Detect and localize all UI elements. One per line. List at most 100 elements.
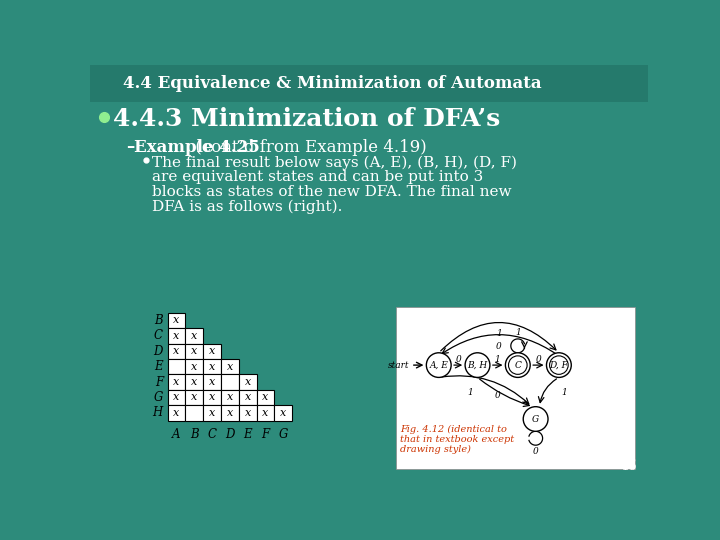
- Text: E: E: [154, 360, 163, 373]
- Text: 1: 1: [495, 355, 500, 364]
- Text: start: start: [388, 361, 409, 369]
- Text: G: G: [532, 415, 539, 423]
- Bar: [168, 405, 185, 421]
- Text: The final result below says (A, E), (B, H), (D, F): The final result below says (A, E), (B, …: [152, 156, 517, 170]
- Bar: [185, 390, 203, 405]
- Bar: [168, 390, 185, 405]
- Text: 0: 0: [536, 355, 541, 364]
- Bar: [203, 390, 221, 405]
- Text: G: G: [153, 391, 163, 404]
- Bar: [168, 313, 185, 328]
- Text: x: x: [209, 362, 215, 372]
- Text: G: G: [279, 428, 288, 441]
- Bar: [185, 405, 203, 421]
- Text: B, H: B, H: [467, 361, 487, 369]
- Text: Fig. 4.12 (identical to
that in textbook except
drawing style): Fig. 4.12 (identical to that in textbook…: [400, 424, 514, 455]
- Circle shape: [426, 353, 451, 377]
- Text: x: x: [262, 393, 269, 402]
- Text: x: x: [227, 408, 233, 418]
- Circle shape: [505, 353, 530, 377]
- Bar: [168, 343, 185, 359]
- Text: x: x: [262, 408, 269, 418]
- Text: x: x: [174, 377, 179, 387]
- Bar: [90, 65, 648, 102]
- Bar: [221, 390, 239, 405]
- Text: 1: 1: [467, 388, 472, 396]
- Text: x: x: [227, 362, 233, 372]
- Text: 1: 1: [562, 388, 567, 396]
- Bar: [274, 405, 292, 421]
- Text: C: C: [154, 329, 163, 342]
- Bar: [185, 359, 203, 374]
- Text: x: x: [209, 408, 215, 418]
- Text: x: x: [209, 377, 215, 387]
- Text: H: H: [153, 406, 163, 420]
- Circle shape: [465, 353, 490, 377]
- Text: F: F: [261, 428, 269, 441]
- Text: blocks as states of the new DFA. The final new: blocks as states of the new DFA. The fin…: [152, 185, 511, 199]
- Text: x: x: [174, 393, 179, 402]
- Bar: [396, 307, 635, 469]
- Text: –: –: [127, 139, 141, 157]
- Text: C: C: [514, 361, 521, 369]
- Text: 4.4 Equivalence & Minimization of Automata: 4.4 Equivalence & Minimization of Automa…: [122, 75, 541, 92]
- Text: x: x: [245, 393, 251, 402]
- Circle shape: [546, 353, 571, 377]
- Bar: [221, 359, 239, 374]
- Bar: [168, 374, 185, 390]
- Bar: [239, 390, 256, 405]
- Text: DFA is as follows (right).: DFA is as follows (right).: [152, 200, 343, 214]
- Bar: [256, 405, 274, 421]
- Text: x: x: [209, 393, 215, 402]
- Text: x: x: [191, 393, 197, 402]
- Text: D: D: [153, 345, 163, 357]
- Bar: [203, 374, 221, 390]
- Text: 46: 46: [619, 459, 637, 473]
- Text: x: x: [174, 408, 179, 418]
- Text: x: x: [280, 408, 287, 418]
- Text: x: x: [209, 346, 215, 356]
- Text: A, E: A, E: [429, 361, 448, 369]
- Bar: [185, 374, 203, 390]
- Bar: [203, 343, 221, 359]
- Text: D: D: [225, 428, 235, 441]
- Text: x: x: [174, 346, 179, 356]
- Bar: [256, 390, 274, 405]
- Text: 0: 0: [533, 448, 539, 456]
- Circle shape: [523, 407, 548, 431]
- Text: 1: 1: [515, 328, 521, 336]
- Text: Example 4.25: Example 4.25: [134, 139, 260, 157]
- Text: 0: 0: [455, 355, 461, 364]
- Text: 0: 0: [495, 392, 500, 400]
- Text: (cont’d from Example 4.19): (cont’d from Example 4.19): [190, 139, 427, 157]
- Bar: [239, 374, 256, 390]
- Text: C: C: [207, 428, 217, 441]
- Text: 4.4.3 Minimization of DFA’s: 4.4.3 Minimization of DFA’s: [113, 107, 500, 131]
- Text: x: x: [245, 377, 251, 387]
- Text: F: F: [155, 375, 163, 389]
- Text: B: B: [190, 428, 199, 441]
- Text: x: x: [174, 331, 179, 341]
- Bar: [221, 374, 239, 390]
- Bar: [168, 328, 185, 343]
- Text: E: E: [243, 428, 252, 441]
- Text: x: x: [174, 315, 179, 326]
- Text: A: A: [172, 428, 181, 441]
- Text: x: x: [227, 393, 233, 402]
- Text: D, F: D, F: [549, 361, 568, 369]
- Bar: [185, 328, 203, 343]
- Text: B: B: [154, 314, 163, 327]
- Bar: [168, 359, 185, 374]
- Text: 0: 0: [496, 342, 502, 351]
- Text: x: x: [191, 362, 197, 372]
- Bar: [239, 405, 256, 421]
- Bar: [221, 405, 239, 421]
- Text: 1: 1: [496, 329, 502, 338]
- Text: x: x: [245, 408, 251, 418]
- Text: x: x: [191, 346, 197, 356]
- Text: x: x: [191, 377, 197, 387]
- Text: are equivalent states and can be put into 3: are equivalent states and can be put int…: [152, 170, 483, 184]
- Bar: [203, 405, 221, 421]
- Text: x: x: [191, 331, 197, 341]
- Bar: [203, 359, 221, 374]
